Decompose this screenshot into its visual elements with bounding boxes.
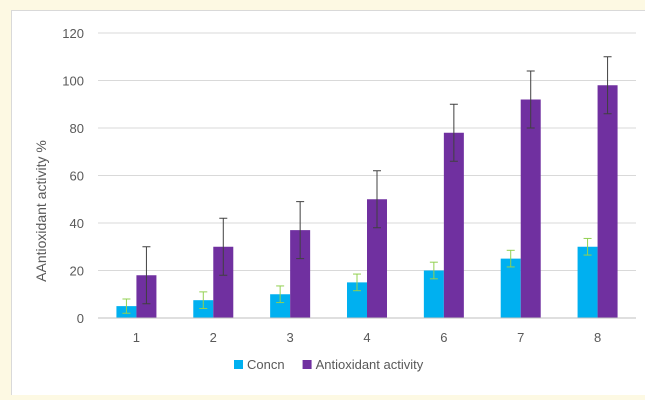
bar-antioxidant [520, 99, 541, 318]
y-tick-label: 20 [70, 264, 84, 279]
legend: Concn Antioxidant activity [234, 357, 424, 372]
bar-chart: 0 20 40 60 80 100 120 1 2 3 4 6 7 8 AAntioxidant act… [33, 26, 636, 372]
legend-label: Antioxidant activity [316, 357, 424, 372]
legend-swatch [302, 360, 312, 369]
x-tick-label: 8 [594, 330, 601, 345]
x-tick-label: 2 [210, 330, 217, 345]
x-axis-ticks: 1 2 3 4 6 7 8 [133, 330, 601, 345]
error-bar-concn [353, 273, 361, 292]
gridlines [98, 32, 636, 271]
error-bar-antioxidant [373, 170, 381, 229]
bars [116, 85, 618, 318]
bar-concn [500, 258, 521, 318]
y-axis-label: AAntioxidant activity % [33, 140, 49, 282]
error-bar-concn [276, 285, 285, 304]
x-tick-label: 7 [517, 330, 524, 345]
bar-concn [423, 270, 444, 318]
bar-concn [193, 300, 214, 318]
x-tick-label: 3 [287, 330, 294, 345]
error-bar-concn [199, 291, 208, 309]
error-bar-concn [506, 249, 515, 268]
error-bar-antioxidant [296, 201, 305, 260]
error-bars [122, 56, 612, 314]
chart-area: 0 20 40 60 80 100 120 1 2 3 4 6 7 8 AAntioxidant act… [11, 10, 645, 395]
error-bar-concn [583, 237, 592, 256]
x-tick-label: 1 [133, 330, 140, 345]
y-tick-label: 0 [77, 311, 84, 326]
legend-swatch [234, 360, 243, 369]
legend-label: Concn [247, 357, 285, 372]
y-tick-label: 80 [70, 121, 84, 136]
y-axis-ticks: 0 20 40 60 80 100 120 [62, 26, 84, 326]
bar-antioxidant [443, 132, 464, 318]
y-tick-label: 60 [70, 169, 84, 184]
bar-concn [347, 282, 367, 318]
error-bar-antioxidant [142, 246, 151, 305]
bar-concn [270, 294, 291, 318]
y-tick-label: 100 [62, 74, 84, 89]
error-bar-concn [429, 261, 438, 280]
bar-antioxidant [597, 85, 618, 318]
error-bar-antioxidant [603, 56, 612, 115]
bar-antioxidant [213, 246, 234, 318]
x-tick-label: 6 [440, 330, 447, 345]
error-bar-antioxidant [449, 103, 458, 162]
y-tick-label: 120 [62, 26, 84, 41]
error-bar-concn [122, 298, 131, 314]
error-bar-antioxidant [526, 70, 535, 129]
bar-antioxidant [367, 199, 387, 318]
y-tick-label: 40 [70, 216, 84, 231]
bar-antioxidant [290, 230, 311, 318]
bar-concn [577, 246, 598, 318]
error-bar-antioxidant [219, 217, 228, 276]
x-tick-label: 4 [363, 330, 370, 345]
